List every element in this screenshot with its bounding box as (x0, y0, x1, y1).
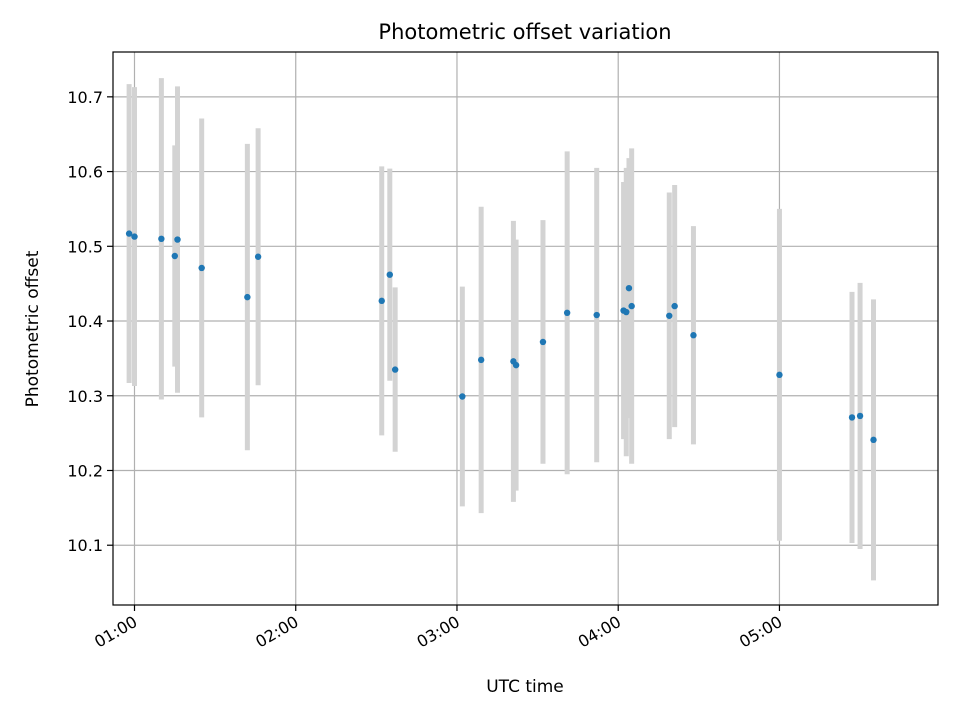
y-tick-label: 10.7 (67, 88, 103, 107)
y-axis: 10.1 10.2 10.3 10.4 10.5 10.6 10.7 (67, 88, 113, 555)
y-axis-title: Photometric offset (23, 250, 43, 407)
y-tick-label: 10.3 (67, 387, 103, 406)
data-point (690, 332, 697, 339)
data-point (386, 271, 393, 278)
data-point (254, 253, 262, 260)
y-tick-label: 10.6 (67, 163, 103, 182)
data-points (125, 230, 877, 444)
data-point (870, 436, 877, 444)
data-point (125, 230, 133, 237)
data-point (171, 252, 179, 260)
grid (113, 52, 938, 605)
data-point (378, 297, 385, 305)
y-tick-label: 10.4 (67, 312, 103, 331)
data-point (539, 338, 547, 346)
data-point (131, 233, 138, 240)
data-point (477, 356, 485, 364)
y-tick-label: 10.1 (67, 536, 103, 555)
data-point (776, 371, 783, 379)
data-point (671, 302, 678, 310)
data-point (158, 235, 165, 243)
y-tick-label: 10.2 (67, 461, 103, 480)
data-point (459, 393, 466, 400)
data-point (563, 309, 571, 317)
chart-title: Photometric offset variation (378, 20, 671, 44)
data-point (628, 302, 635, 310)
y-tick-label: 10.5 (67, 237, 103, 256)
data-point (848, 414, 856, 421)
data-point (623, 308, 630, 316)
data-point (593, 311, 600, 319)
plot-frame (112, 51, 939, 606)
data-point (244, 293, 251, 301)
data-point (174, 236, 181, 243)
x-axis-title: UTC time (486, 677, 564, 697)
data-point (625, 284, 633, 292)
data-point (512, 361, 520, 369)
data-point (666, 312, 673, 319)
data-point (198, 264, 205, 272)
data-point (391, 366, 399, 373)
data-point (856, 412, 864, 420)
